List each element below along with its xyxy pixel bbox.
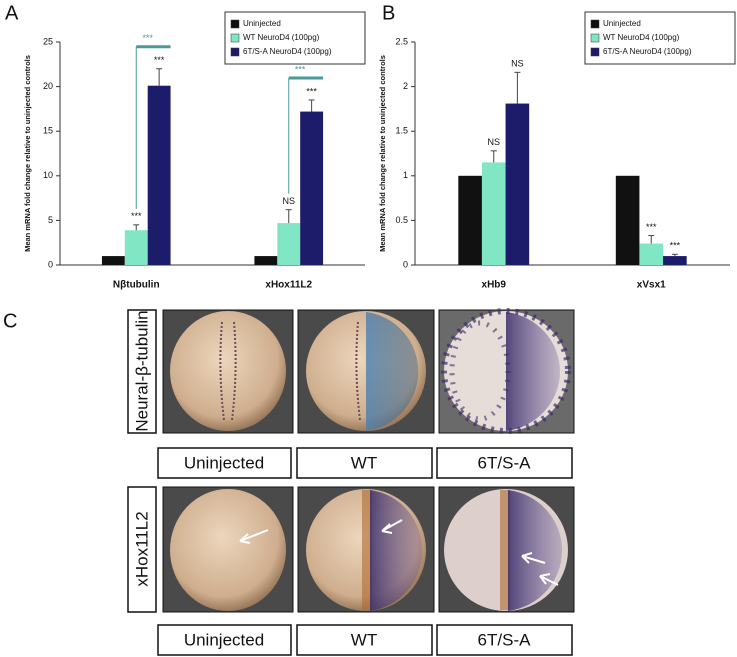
photo-row: Neural-β-tubulin Uninjected WT 6T/S-A [127, 308, 575, 479]
row-label-box [127, 309, 157, 434]
legend-box [584, 11, 736, 65]
y-tick-label: 15 [43, 126, 53, 136]
label-box [296, 447, 433, 479]
photo [438, 308, 575, 434]
bar [663, 256, 687, 265]
legend-label: Uninjected [603, 19, 641, 28]
y-tick-label: 25 [43, 36, 53, 46]
x-tick-label: Nβtubulin [113, 280, 160, 291]
panel-letter: A [5, 2, 19, 24]
bar [505, 103, 530, 265]
legend-label: Uninjected [243, 19, 281, 28]
legend-label: 6T/S-A NeuroD4 (100pg) [603, 47, 692, 56]
legend-label: WT NeuroD4 (100pg) [603, 33, 680, 42]
significance-label: *** [306, 86, 317, 96]
legend-swatch [590, 33, 600, 43]
y-tick-label: 2.5 [395, 36, 408, 46]
bracket-label: *** [295, 64, 306, 74]
y-tick-label: 0 [403, 259, 408, 269]
y-tick-label: 0.5 [395, 215, 408, 225]
photo [297, 486, 435, 613]
bracket-label: *** [142, 33, 153, 43]
y-tick-label: 1.5 [395, 126, 408, 136]
bar [101, 256, 125, 265]
row-label: Neural-β-tubulin [132, 310, 151, 431]
y-axis-title: Mean mRNA fold change relative to uninje… [23, 55, 32, 252]
x-tick-label: xVsx1 [637, 280, 666, 291]
column-label: Uninjected [184, 630, 264, 649]
significance-label: *** [646, 222, 657, 232]
photo [162, 486, 294, 613]
bar [277, 223, 301, 265]
bar [124, 230, 148, 265]
legend-swatch [590, 19, 600, 29]
legend-swatch [230, 19, 240, 29]
x-tick-label: xHox11L2 [265, 280, 312, 291]
label-box [296, 624, 433, 656]
x-tick-label: xHb9 [482, 280, 507, 291]
y-tick-label: 20 [43, 81, 53, 91]
column-label: 6T/S-A [478, 453, 532, 472]
bar [639, 243, 664, 265]
legend-label: WT NeuroD4 (100pg) [243, 33, 320, 42]
photo-row: xHox11L2 Uninjected W [127, 486, 575, 656]
significance-label: *** [131, 211, 142, 221]
legend-swatch [590, 47, 600, 57]
y-tick-label: 5 [48, 215, 53, 225]
bar [147, 85, 171, 265]
significance-label: *** [670, 241, 681, 251]
label-box [157, 624, 292, 656]
photo [162, 309, 294, 434]
column-label: 6T/S-A [478, 630, 532, 649]
legend-swatch [230, 47, 240, 57]
y-tick-label: 10 [43, 170, 53, 180]
bar [615, 175, 640, 265]
significance-label: NS [511, 59, 524, 69]
bar [300, 111, 324, 266]
significance-label: NS [282, 196, 295, 206]
legend-swatch [230, 33, 240, 43]
legend-box [224, 11, 366, 65]
legend-label: 6T/S-A NeuroD4 (100pg) [243, 47, 332, 56]
row-label-box [127, 486, 157, 613]
bar [254, 256, 278, 265]
row-label: xHox11L2 [132, 511, 151, 586]
y-tick-label: 0 [48, 259, 53, 269]
photo [297, 309, 435, 434]
y-tick-label: 2 [403, 81, 408, 91]
column-label: WT [351, 630, 377, 649]
column-label: Uninjected [184, 453, 264, 472]
label-box [157, 447, 292, 479]
panel-letter: C [3, 310, 17, 332]
y-axis-title: Mean mRNA fold change relative to uninje… [378, 55, 387, 252]
significance-label: NS [487, 137, 500, 147]
y-tick-label: 1 [403, 170, 408, 180]
label-box [436, 447, 573, 479]
label-box [436, 624, 573, 656]
panel-letter: B [382, 2, 395, 24]
bar [481, 162, 506, 265]
significance-label: *** [154, 55, 165, 65]
bar [458, 175, 482, 265]
column-label: WT [351, 453, 377, 472]
photo [438, 486, 575, 613]
